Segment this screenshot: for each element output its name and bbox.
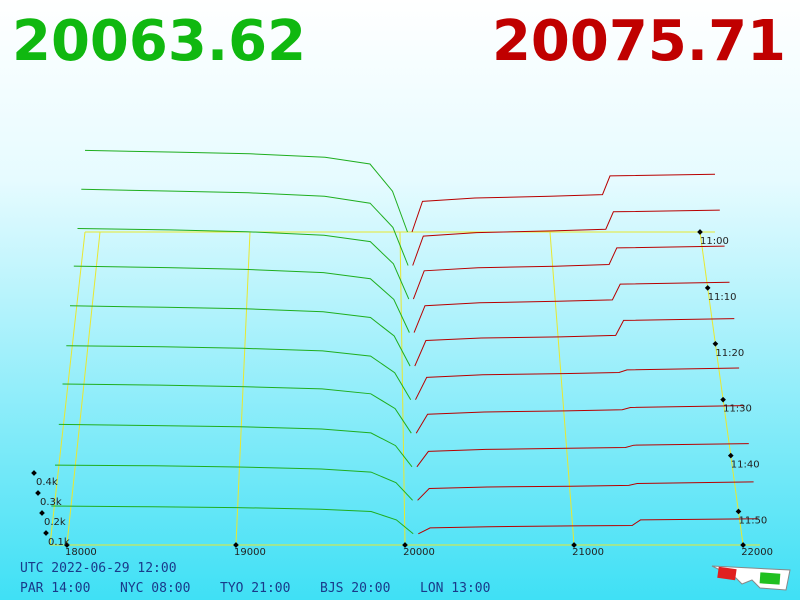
plot: 18000 19000 20000 21000 22000 11:00 11:10 11:20… (31, 149, 773, 558)
x-tick-label: 21000 (572, 547, 604, 558)
d-tick-label: 0.1k (48, 537, 70, 548)
ask-price: 20075.71 (492, 9, 786, 74)
grid-line (235, 231, 251, 546)
floor-left-edge (49, 231, 86, 546)
x-tick-label: 20000 (403, 547, 435, 558)
zones: PAR 14:00 NYC 08:00 TYO 21:00 BJS 20:00 LON … (20, 581, 490, 596)
zone-time: LON 13:00 (420, 581, 490, 596)
t-tick-label: 11:30 (723, 404, 752, 415)
t-tick-label: 11:20 (715, 348, 744, 359)
utc-time: UTC 2022-06-29 12:00 (20, 561, 177, 576)
zone-time: TYO 21:00 (220, 581, 290, 596)
x-tick (571, 542, 577, 548)
bid-depth-line (58, 423, 413, 468)
t-tick-label: 11:00 (700, 236, 729, 247)
d-tick-label: 0.4k (36, 477, 58, 488)
bid-depth-line (81, 188, 409, 266)
bid-depth-line (84, 149, 408, 233)
ask-depth-line (415, 405, 744, 434)
zone-time: BJS 20:00 (320, 581, 390, 596)
ask-depth-line (415, 367, 740, 400)
t-tick (712, 340, 719, 347)
x-tick-label: 22000 (741, 547, 773, 558)
x-tick (233, 542, 239, 548)
ask-depth-line (411, 173, 716, 233)
d-tick-label: 0.3k (40, 497, 62, 508)
x-tick-label: 19000 (234, 547, 266, 558)
bid-depth-line (66, 345, 412, 400)
bid-price: 20063.62 (12, 9, 306, 74)
ask-depth-line (416, 443, 749, 468)
ask-depth-line (412, 245, 725, 300)
grid-line (549, 231, 575, 546)
grid-line (66, 231, 101, 546)
bid-depth-line (62, 383, 412, 434)
d-tick (43, 530, 49, 536)
t-tick (720, 396, 726, 403)
ask-depth-line (413, 281, 730, 333)
ask-depth-line (414, 318, 735, 367)
t-tick (727, 452, 734, 459)
x-tick (64, 542, 70, 548)
ask-depth-line (412, 209, 720, 266)
d-tick-label: 0.2k (44, 517, 66, 528)
bid-depth-line (51, 505, 414, 535)
x-tick (402, 542, 408, 548)
zone-time: PAR 14:00 (20, 581, 90, 596)
t-tick (735, 508, 742, 515)
grid-line (399, 231, 406, 546)
bid-depth-line (73, 265, 410, 333)
zone-time: NYC 08:00 (120, 581, 190, 596)
t-tick-label: 11:40 (731, 460, 760, 471)
3d-glasses-icon (711, 565, 791, 591)
ask-depth-line (418, 518, 759, 535)
ask-depth-line (417, 481, 754, 501)
t-tick-label: 11:10 (708, 292, 737, 303)
grid-line (699, 231, 744, 546)
t-tick (704, 285, 711, 291)
t-tick-label: 11:50 (738, 515, 767, 526)
bid-depth-line (54, 464, 413, 501)
bid-depth-line (69, 305, 411, 367)
x-tick-label: 18000 (65, 547, 97, 558)
t-tick (697, 229, 703, 235)
bid-depth-line (77, 228, 410, 300)
x-tick (740, 542, 746, 548)
